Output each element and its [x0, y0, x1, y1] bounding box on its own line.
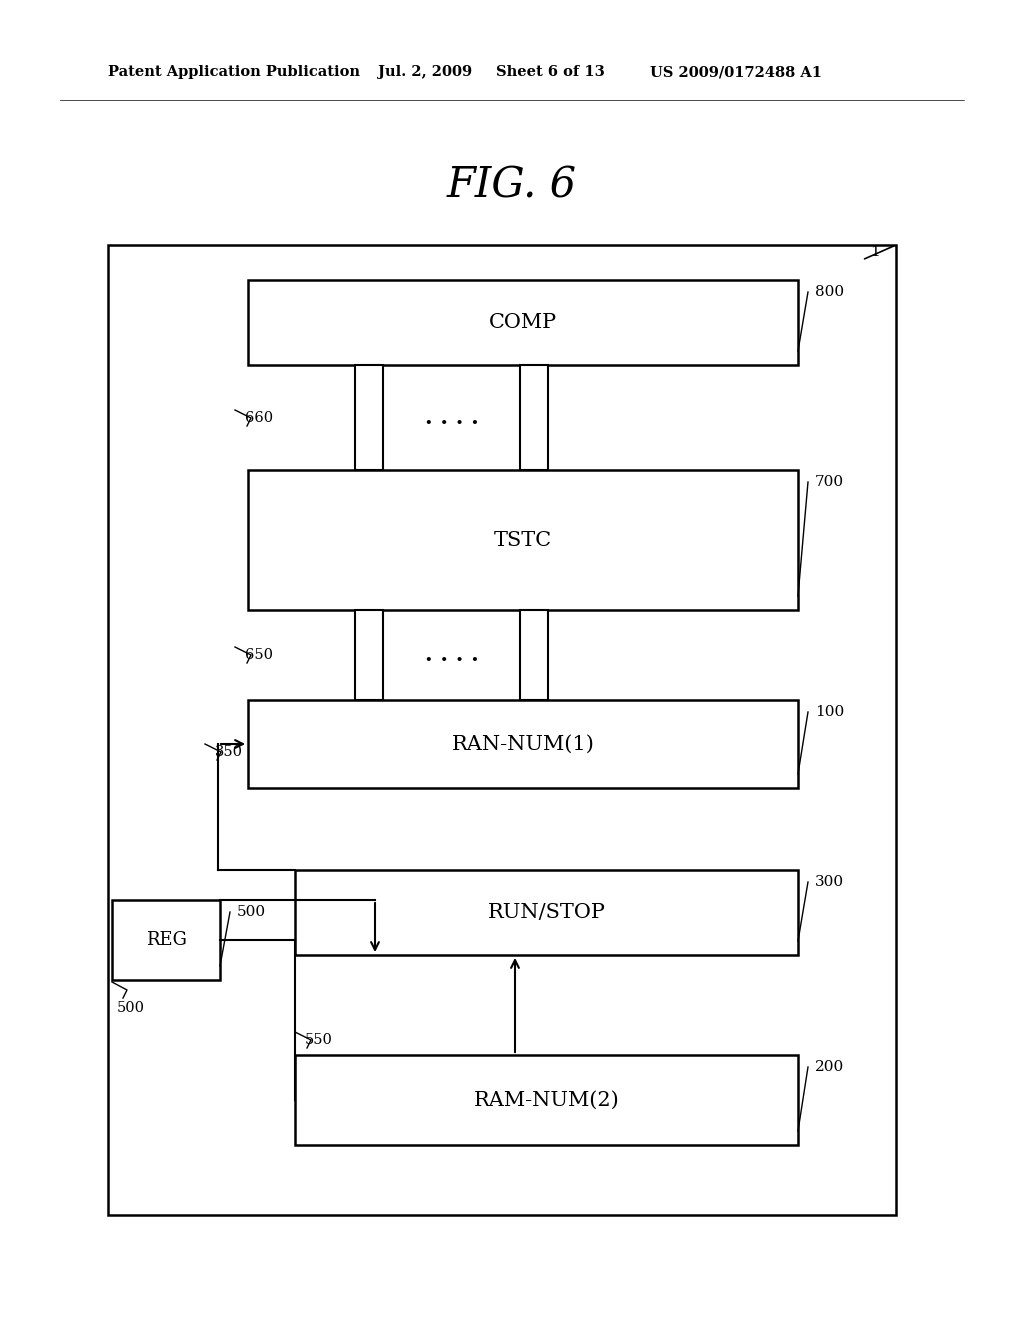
Text: 100: 100: [815, 705, 844, 719]
Text: Sheet 6 of 13: Sheet 6 of 13: [496, 65, 605, 79]
Text: RAM-NUM(2): RAM-NUM(2): [474, 1090, 620, 1110]
Text: RAN-NUM(1): RAN-NUM(1): [452, 734, 595, 754]
Text: . . . .: . . . .: [425, 644, 478, 667]
Bar: [248, 470, 798, 610]
Bar: [112, 900, 220, 979]
Bar: [355, 366, 383, 470]
Text: TSTC: TSTC: [494, 531, 552, 549]
Text: 500: 500: [237, 906, 266, 919]
Text: 200: 200: [815, 1060, 844, 1074]
Bar: [248, 280, 798, 366]
Text: 500: 500: [117, 1001, 145, 1015]
Text: REG: REG: [145, 931, 186, 949]
Text: 1: 1: [870, 246, 880, 259]
Text: . . . .: . . . .: [425, 407, 478, 429]
Text: 550: 550: [305, 1034, 333, 1047]
Bar: [248, 700, 798, 788]
Text: 650: 650: [245, 648, 273, 663]
Bar: [108, 246, 896, 1214]
Text: 300: 300: [815, 875, 844, 888]
Text: Patent Application Publication: Patent Application Publication: [108, 65, 360, 79]
Text: 350: 350: [215, 744, 243, 759]
Bar: [520, 610, 548, 700]
Text: FIG. 6: FIG. 6: [446, 164, 578, 206]
Text: US 2009/0172488 A1: US 2009/0172488 A1: [650, 65, 822, 79]
Bar: [520, 366, 548, 470]
Text: 700: 700: [815, 475, 844, 488]
Text: 660: 660: [245, 411, 273, 425]
Text: Jul. 2, 2009: Jul. 2, 2009: [378, 65, 472, 79]
Text: 800: 800: [815, 285, 844, 300]
Text: RUN/STOP: RUN/STOP: [487, 903, 605, 921]
Bar: [295, 870, 798, 954]
Bar: [295, 1055, 798, 1144]
Text: COMP: COMP: [488, 313, 557, 333]
Bar: [355, 610, 383, 700]
